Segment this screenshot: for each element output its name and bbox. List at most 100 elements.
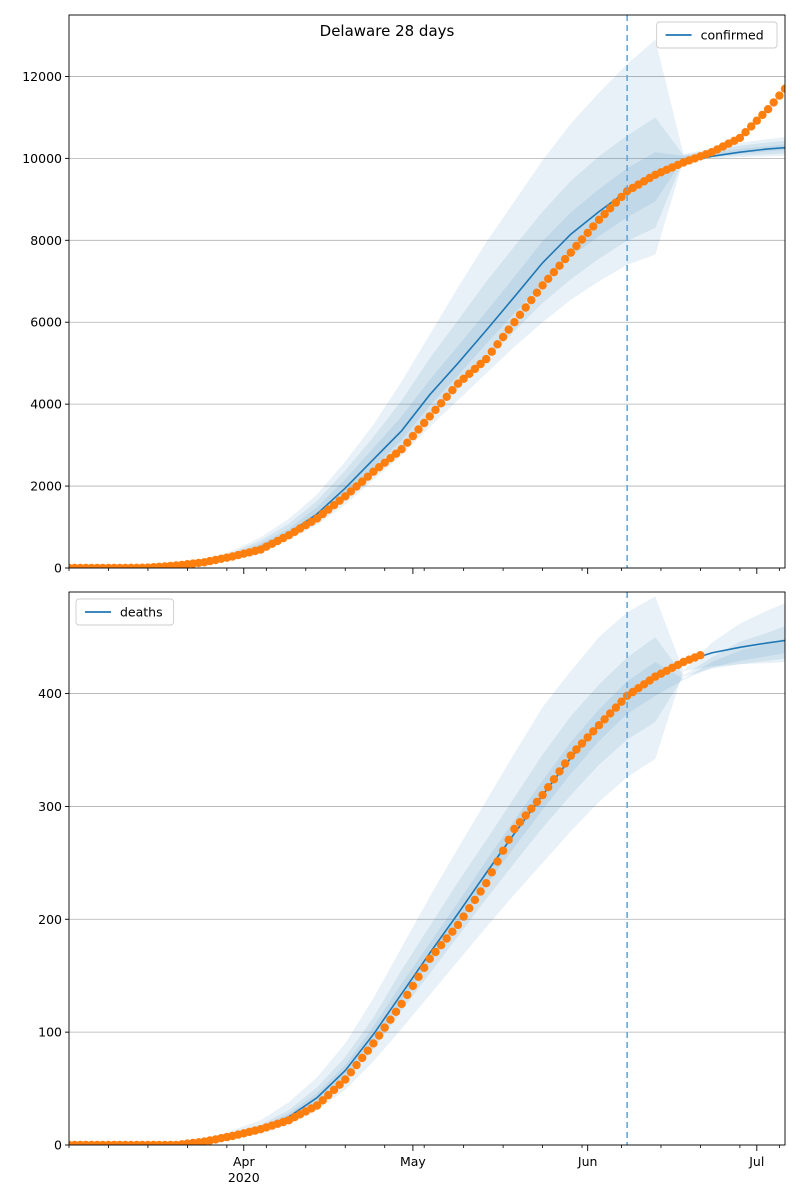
deaths-observed-point [476, 887, 485, 896]
confirmed-observed-point [560, 254, 570, 264]
confirmed-observed-point [780, 84, 785, 93]
deaths-observed-point [431, 947, 440, 957]
deaths-observed-point [606, 709, 615, 718]
deaths-observed-point [453, 920, 463, 930]
confirmed-observed-point [403, 438, 412, 447]
deaths-observed-point [397, 999, 406, 1009]
confirmed-observed-point [504, 325, 513, 334]
deaths-observed-point [465, 904, 474, 913]
confirmed-observed-point [442, 392, 451, 401]
confirmed-observed-point [436, 399, 446, 408]
deaths-observed-point [312, 1101, 322, 1110]
confirmed-observed-point [425, 412, 434, 421]
confirmed-observed-point [487, 347, 496, 356]
y-tick-label: 10000 [22, 151, 62, 166]
deaths-observed-point [515, 818, 525, 827]
confirmed-observed-point [741, 128, 750, 137]
confirmed-observed-point [532, 288, 542, 297]
confirmed-observed-point [606, 204, 615, 213]
deaths-observed-point [391, 1007, 401, 1016]
confirmed-observed-point [431, 405, 440, 415]
confirmed-observed-point [544, 274, 553, 283]
deaths-observed-point [487, 868, 496, 877]
confirmed-observed-point [572, 241, 581, 251]
deaths-observed-point [583, 733, 592, 742]
confirmed-observed-point [577, 235, 587, 244]
confirmed-uncertainty-band [69, 39, 785, 568]
deaths-observed-point [555, 767, 564, 776]
deaths-observed-point [532, 797, 542, 807]
deaths-observed-point [611, 703, 621, 712]
y-tick-label: 300 [38, 799, 62, 814]
confirmed-observed-point [600, 209, 609, 219]
y-tick-label: 6000 [30, 315, 62, 330]
confirmed-observed-point [459, 374, 468, 383]
deaths-observed-point [374, 1031, 384, 1040]
deaths-observed-point [504, 835, 513, 844]
y-tick-label: 0 [54, 561, 62, 576]
confirmed-observed-point [510, 318, 519, 327]
x-tick-label: Apr [233, 1154, 255, 1169]
confirmed-observed-point [420, 418, 429, 428]
deaths-observed-point [498, 846, 508, 855]
confirmed-observed-point [538, 281, 547, 290]
deaths-observed-point [482, 879, 491, 888]
confirmed-observed-point [397, 445, 406, 454]
confirmed-observed-point [549, 268, 559, 277]
y-tick-label: 4000 [30, 397, 62, 412]
deaths-observed-point [549, 775, 559, 784]
deaths-observed-point [521, 811, 530, 820]
deaths-observed-point [425, 954, 434, 963]
confirmed-observed-point [583, 228, 592, 238]
deaths-observed-point [566, 751, 575, 760]
confirmed-observed-point [453, 379, 463, 388]
deaths-observed-point [403, 990, 412, 1000]
x-year-label: 2020 [228, 1170, 260, 1185]
confirmed-observed-point [482, 354, 491, 364]
deaths-observed-point [335, 1080, 344, 1089]
confirmed-observed-point [341, 492, 350, 501]
deaths-observed-point [538, 790, 547, 800]
y-tick-label: 8000 [30, 233, 62, 248]
confirmed-observed-point [335, 496, 344, 505]
confirmed-observed-point [515, 310, 525, 319]
confirmed-observed-point [769, 98, 778, 107]
deaths-observed-point [324, 1090, 333, 1100]
deaths-observed-point [572, 745, 581, 754]
deaths-uncertainty-band [69, 596, 785, 1145]
confirmed-observed-point [611, 198, 621, 207]
axes-frame [68, 14, 786, 569]
confirmed-observed-point [408, 431, 418, 441]
confirmed-observed-point [775, 91, 784, 100]
confirmed-observed-point [386, 454, 395, 463]
confirmed-observed-point [594, 215, 604, 224]
x-tick-label: Jul [748, 1154, 764, 1169]
confirmed-observed-point [448, 386, 457, 395]
legend-label: confirmed [701, 28, 764, 43]
confirmed-observed-point [521, 303, 530, 312]
deaths-observed-point [408, 981, 418, 991]
deaths-observed-point [493, 857, 502, 866]
y-tick-label: 100 [38, 1025, 62, 1040]
deaths-observed-point [510, 824, 519, 834]
deaths-observed-point [369, 1039, 378, 1048]
confirmed-uncertainty-band [69, 117, 785, 568]
confirmed-observed-point [589, 222, 598, 231]
deaths-observed-point [577, 739, 587, 748]
deaths-observed-point [346, 1068, 356, 1077]
confirmed-observed-point [617, 192, 626, 202]
deaths-uncertainty-band [69, 625, 785, 1145]
deaths-observed-point [436, 941, 446, 950]
deaths-observed-point [329, 1085, 339, 1095]
confirmed-observed-point [391, 449, 401, 458]
confirmed-panel: 0 2000 4000 6000 8000 10000 12000 Delaware 28 d… [22, 14, 786, 576]
confirmed-observed-point [329, 501, 339, 510]
confirmed-observed-point [380, 458, 389, 467]
chart-title: Delaware 28 days [320, 22, 455, 40]
legend-label: deaths [120, 605, 163, 620]
legend: deaths [75, 598, 175, 626]
deaths-observed-point [544, 783, 553, 792]
deaths-observed-point [527, 804, 536, 813]
deaths-observed-point [420, 963, 429, 972]
